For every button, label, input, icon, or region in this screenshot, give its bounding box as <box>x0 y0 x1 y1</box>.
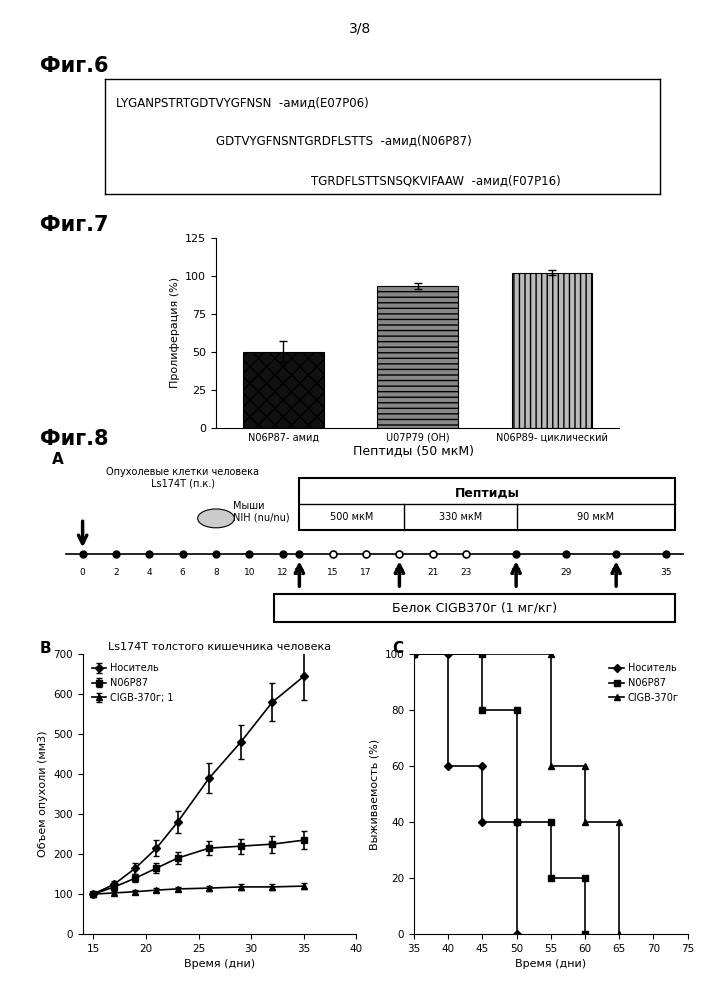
Text: LYGANPSTRTGDTVYGFNSN  -амид(E07P06): LYGANPSTRTGDTVYGFNSN -амид(E07P06) <box>116 96 369 109</box>
Носитель <box>444 648 452 660</box>
N06P87 <box>478 704 487 716</box>
CIGB-370г <box>580 816 589 828</box>
Line: N06P87: N06P87 <box>411 651 588 937</box>
Text: 13: 13 <box>294 567 305 576</box>
Text: 6: 6 <box>180 567 186 576</box>
Text: Белок CIGB370г (1 мг/кг): Белок CIGB370г (1 мг/кг) <box>392 601 557 614</box>
Text: В: В <box>40 641 51 656</box>
Bar <box>377 287 458 428</box>
Text: 500 мкМ: 500 мкМ <box>330 512 374 522</box>
Text: 0: 0 <box>80 567 86 576</box>
N06P87 <box>513 704 521 716</box>
Text: GDTVYGFNSNTGRDFLSTTS  -амид(N06P87): GDTVYGFNSNTGRDFLSTTS -амид(N06P87) <box>216 134 472 147</box>
Y-axis label: Пролиферация (%): Пролиферация (%) <box>170 277 179 389</box>
X-axis label: Время (дни): Время (дни) <box>516 959 586 969</box>
Text: 23: 23 <box>460 567 472 576</box>
N06P87 <box>580 928 589 940</box>
Text: 21: 21 <box>427 567 438 576</box>
Text: С: С <box>392 641 403 656</box>
Text: 12: 12 <box>277 567 289 576</box>
Text: Фиг.6: Фиг.6 <box>40 56 108 76</box>
CIGB-370г <box>546 648 555 660</box>
Text: TGRDFLSTTSNSQKVIFAAW  -амид(F07P16): TGRDFLSTTSNSQKVIFAAW -амид(F07P16) <box>310 174 560 187</box>
N06P87 <box>546 872 555 884</box>
Носитель <box>513 928 521 940</box>
CIGB-370г <box>580 760 589 772</box>
Text: 26: 26 <box>510 567 522 576</box>
Text: Пептиды (50 мкМ): Пептиды (50 мкМ) <box>354 445 474 458</box>
Text: А: А <box>52 452 63 467</box>
N06P87 <box>410 648 418 660</box>
N06P87 <box>478 648 487 660</box>
Bar <box>300 479 675 530</box>
Text: 90 мкМ: 90 мкМ <box>577 512 614 522</box>
Text: 8: 8 <box>213 567 219 576</box>
Text: 32: 32 <box>611 567 622 576</box>
N06P87 <box>546 816 555 828</box>
N06P87 <box>513 816 521 828</box>
Text: 29: 29 <box>560 567 572 576</box>
Text: 3/8: 3/8 <box>349 22 371 36</box>
Text: 4: 4 <box>146 567 152 576</box>
CIGB-370г <box>615 816 624 828</box>
Text: 10: 10 <box>243 567 255 576</box>
Носитель <box>444 760 452 772</box>
Носитель <box>478 816 487 828</box>
Носитель <box>513 816 521 828</box>
Y-axis label: Объем опухоли (мм3): Объем опухоли (мм3) <box>38 731 48 857</box>
Text: 35: 35 <box>660 567 672 576</box>
Bar <box>243 352 323 428</box>
Text: Фиг.7: Фиг.7 <box>40 215 108 235</box>
Text: 330 мкМ: 330 мкМ <box>439 512 482 522</box>
Text: 15: 15 <box>327 567 338 576</box>
Text: Пептиды: Пептиды <box>454 487 519 500</box>
Носитель <box>410 648 418 660</box>
Text: Фиг.8: Фиг.8 <box>40 429 108 449</box>
Bar <box>512 273 593 428</box>
Носитель <box>478 760 487 772</box>
CIGB-370г <box>546 760 555 772</box>
N06P87 <box>580 872 589 884</box>
Line: Носитель: Носитель <box>411 651 519 937</box>
Text: Мыши
NIH (nu/nu): Мыши NIH (nu/nu) <box>233 500 289 522</box>
CIGB-370г <box>615 928 624 940</box>
Legend: Носитель, N06P87, CIGB-370г; 1: Носитель, N06P87, CIGB-370г; 1 <box>88 659 177 706</box>
Line: CIGB-370г: CIGB-370г <box>411 651 622 937</box>
Text: 19: 19 <box>394 567 405 576</box>
X-axis label: Время (дни): Время (дни) <box>184 959 255 969</box>
Text: 17: 17 <box>360 567 372 576</box>
Ellipse shape <box>198 509 234 527</box>
Legend: Носитель, N06P87, CIGB-370г: Носитель, N06P87, CIGB-370г <box>606 659 683 706</box>
Text: Опухолевые клетки человека
Ls174T (п.к.): Опухолевые клетки человека Ls174T (п.к.) <box>106 467 259 489</box>
CIGB-370г <box>410 648 418 660</box>
Text: 2: 2 <box>113 567 119 576</box>
Title: Ls174T толстого кишечника человека: Ls174T толстого кишечника человека <box>108 642 331 652</box>
Y-axis label: Выживаемость (%): Выживаемость (%) <box>369 738 379 850</box>
Bar <box>274 593 675 622</box>
